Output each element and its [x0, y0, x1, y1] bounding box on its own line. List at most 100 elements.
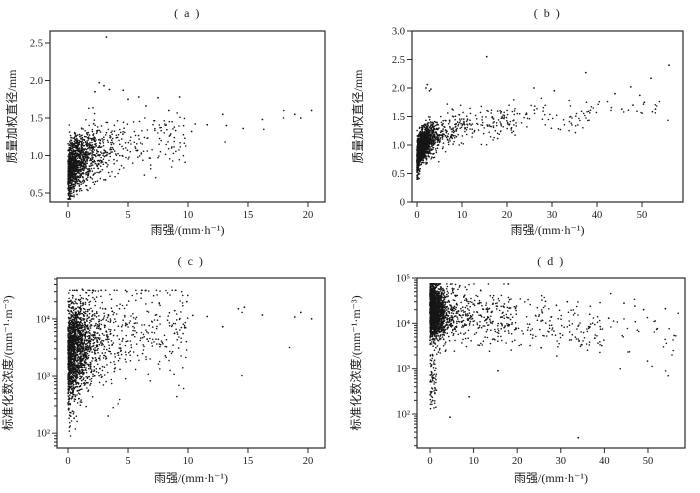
data-point	[206, 123, 209, 126]
data-point	[98, 81, 101, 84]
data-point	[540, 346, 543, 349]
y-axis-label: 质量加权直径/mm	[351, 69, 365, 164]
scatter-points	[67, 36, 313, 200]
data-point	[485, 55, 488, 58]
tick-label: 15	[243, 456, 254, 467]
data-point	[664, 307, 667, 310]
tick-label: 10	[457, 210, 468, 221]
tick-label: 50	[643, 456, 654, 467]
y-axis-label: 质量加权直径/mm	[5, 69, 19, 164]
plot-frame	[56, 277, 326, 449]
data-point	[103, 84, 105, 87]
data-point	[261, 314, 264, 316]
tick-label: 20	[502, 210, 513, 221]
tick-label: 10⁴	[396, 319, 411, 330]
tick-label: 1.0	[30, 151, 43, 162]
data-point	[642, 308, 645, 311]
x-axis-label: 雨强/(mm·h⁻¹)	[154, 471, 228, 485]
data-point	[425, 87, 427, 89]
data-point	[157, 96, 159, 99]
y-axis-label: 标准化数浓度/(mm⁻¹·m⁻³)	[0, 295, 15, 430]
y-axis-label: 标准化数浓度/(mm⁻¹·m⁻³)	[350, 295, 363, 430]
data-point	[544, 300, 547, 303]
data-point	[299, 311, 302, 314]
data-point	[593, 337, 596, 340]
data-point	[643, 101, 646, 104]
data-point	[261, 118, 264, 121]
tick-label: 50	[637, 210, 648, 221]
tick-label: 15	[243, 210, 254, 221]
tick-label: 2.0	[392, 84, 405, 95]
tick-label: 20	[512, 456, 522, 467]
data-point	[194, 123, 197, 125]
scatter-points	[67, 288, 313, 437]
tick-label: 30	[556, 456, 567, 467]
data-point	[310, 318, 313, 320]
tick-label: 0	[427, 456, 432, 467]
data-point	[221, 113, 224, 116]
tick-label: 40	[592, 210, 603, 221]
tick-label: 3.0	[392, 27, 405, 38]
data-point	[293, 316, 296, 318]
tick-label: 0	[65, 210, 70, 221]
tick-label: 10³	[396, 364, 410, 375]
tick-label: 1.5	[30, 114, 43, 125]
axis-ticks: 0 5 10 15 20 10² 10³ 10⁴	[36, 278, 314, 467]
plot-title: ( c )	[178, 254, 205, 268]
data-point	[225, 124, 228, 127]
data-point	[623, 302, 625, 304]
tick-label: 2.0	[30, 76, 43, 87]
data-point	[673, 334, 675, 337]
tick-label: 20	[303, 456, 314, 467]
panel-d: 0 10 20 30 40 50 10² 10³ 10⁴ 10⁵ ( d ) 雨强/(mm·h⁻¹…	[350, 246, 700, 493]
data-point	[140, 292, 143, 295]
tick-label: 20	[303, 210, 314, 221]
data-point	[81, 288, 84, 291]
tick-label: 40	[599, 456, 610, 467]
axis-ticks: 0 5 10 15 20 0.5 1.0 1.5 2.0 2.5	[30, 39, 313, 222]
tick-label: 5	[125, 456, 130, 467]
data-point	[237, 307, 240, 310]
panel-b: 0 10 20 30 40 50 0 0.5 1.0 1.5 2.0 2.5 3.0 ( b ) 雨强/…	[350, 0, 700, 246]
data-point	[555, 304, 558, 307]
scatter-points	[416, 55, 670, 180]
data-point	[173, 309, 176, 312]
scatter-points	[429, 283, 679, 439]
data-point	[566, 300, 569, 303]
data-point	[650, 77, 652, 80]
data-point	[620, 108, 623, 110]
tick-label: 10	[183, 210, 194, 221]
data-point	[632, 104, 634, 106]
tick-label: 0	[414, 210, 419, 221]
plot-frame	[411, 30, 684, 203]
data-point	[221, 325, 224, 328]
data-point	[137, 96, 140, 98]
data-point	[607, 317, 610, 320]
data-point	[190, 130, 193, 133]
tick-label: 10	[468, 456, 479, 467]
tick-label: 1.5	[392, 112, 405, 123]
data-point	[553, 89, 556, 92]
tick-label: 0.5	[30, 189, 43, 200]
data-point	[178, 96, 181, 98]
scatter-plot-a: 0 5 10 15 20 0.5 1.0 1.5 2.0 2.5 ( a ) 雨强/(mm·h⁻¹…	[5, 6, 326, 237]
scatter-plot-d: 0 10 20 30 40 50 10² 10³ 10⁴ 10⁵ ( d ) 雨强/(mm·h⁻¹…	[350, 254, 686, 485]
tick-label: 10³	[36, 372, 50, 383]
data-point	[206, 315, 209, 318]
tick-label: 10⁵	[396, 274, 411, 285]
data-point	[167, 109, 170, 112]
data-point	[158, 302, 161, 304]
x-axis-label: 雨强/(mm·h⁻¹)	[514, 471, 588, 485]
data-point	[584, 71, 587, 74]
plot-frame	[49, 30, 326, 203]
data-point	[497, 369, 499, 372]
axis-ticks: 0 10 20 30 40 50 0 0.5 1.0 1.5 2.0 2.5 3.0	[392, 27, 647, 222]
data-point	[299, 117, 302, 119]
data-point	[108, 88, 111, 91]
tick-label: 10⁴	[36, 314, 51, 325]
tick-label: 0	[400, 198, 405, 209]
data-point	[92, 289, 95, 292]
x-axis-label: 雨强/(mm·h⁻¹)	[151, 223, 225, 237]
data-point	[105, 36, 108, 38]
